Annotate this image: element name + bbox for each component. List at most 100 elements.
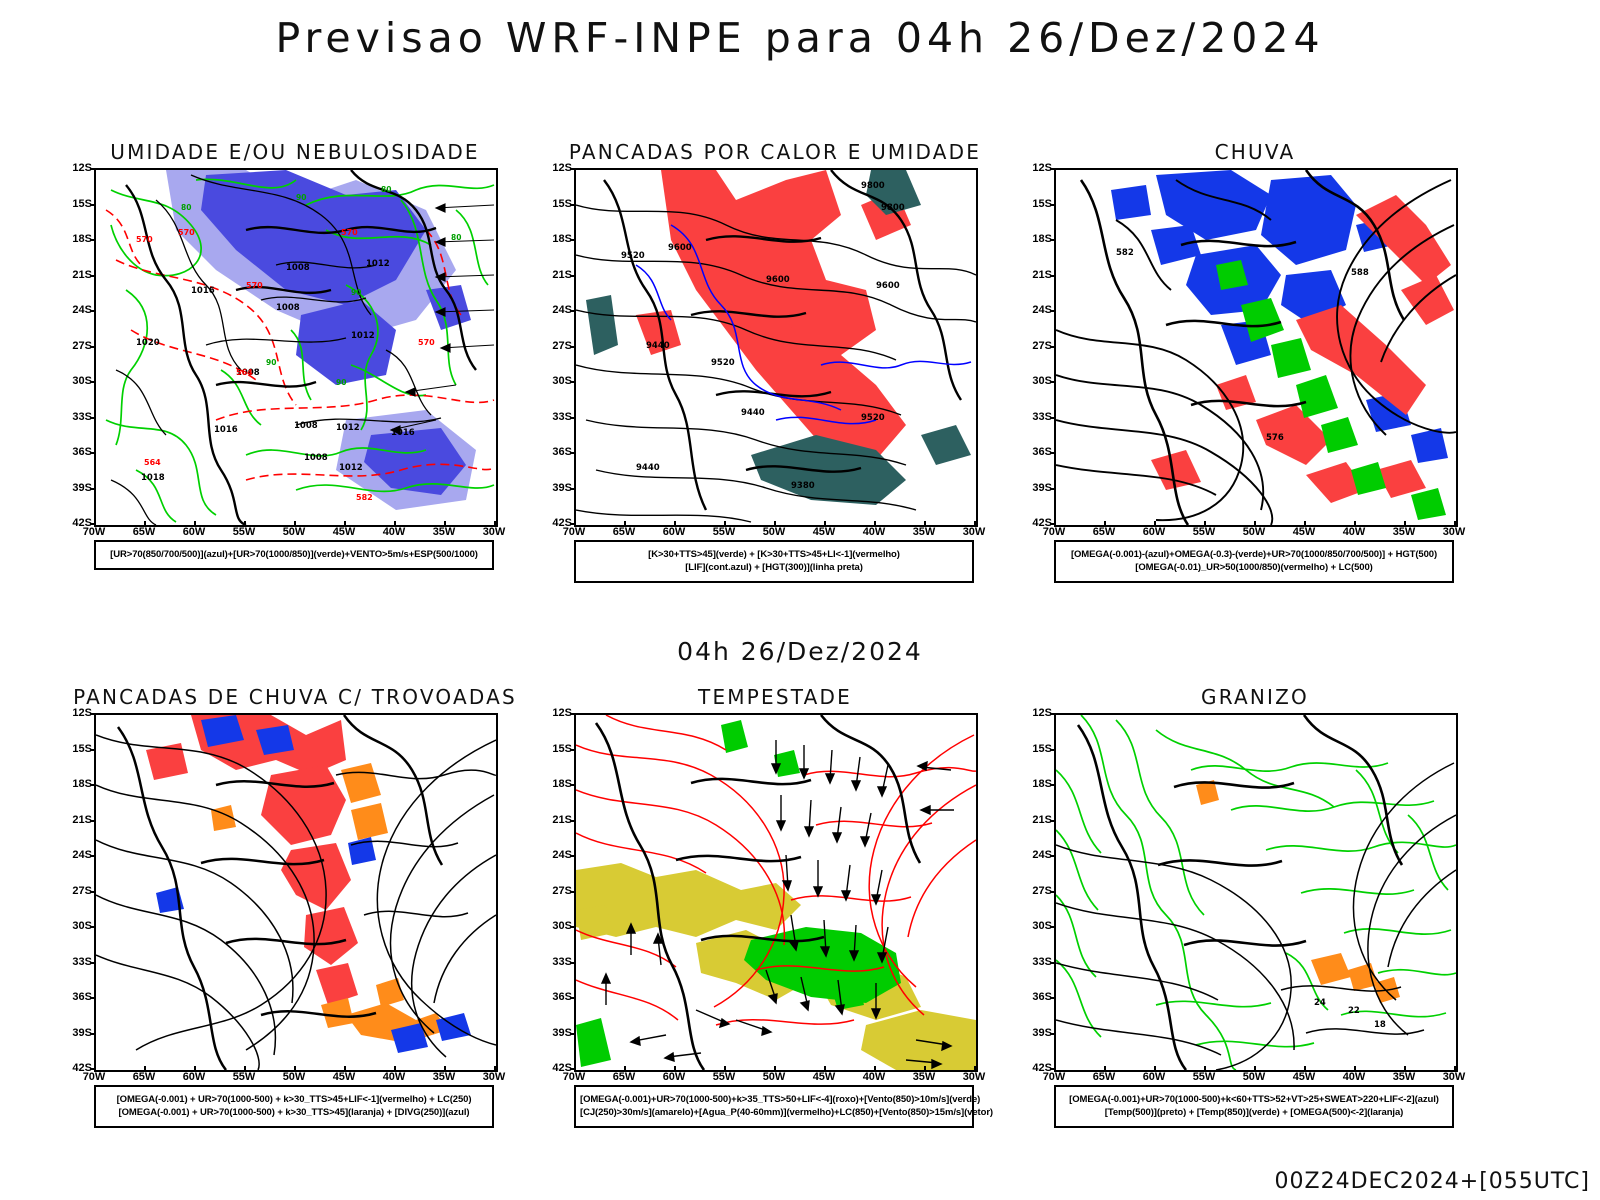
panel-title-pancadas-trovoadas: PANCADAS DE CHUVA C/ TROVOADAS [73,685,517,709]
lon-label: 65W [612,1071,636,1083]
lon-tick [724,521,726,526]
svg-text:1008: 1008 [236,368,260,378]
svg-text:9600: 9600 [876,281,900,291]
lat-tick [90,1068,95,1070]
lat-tick [90,748,95,751]
lat-tick [90,523,95,525]
panel-granizo: GRANIZO [1020,685,1490,1155]
lat-label: 24S [72,849,92,861]
svg-text:570: 570 [178,228,195,237]
lon-label: 60W [1142,1071,1166,1083]
svg-text:570: 570 [341,228,358,237]
svg-text:9800: 9800 [881,203,905,213]
lon-label: 55W [712,526,736,538]
svg-text:564: 564 [144,458,161,467]
lat-label: 24S [552,849,572,861]
mid-subtitle: 04h 26/Dez/2024 [677,637,923,666]
svg-text:9800: 9800 [861,181,885,191]
lat-label: 27S [1032,339,1052,352]
lat-label: 27S [552,339,572,352]
caption-pancadas-calor: [K>30+TTS>45](verde) + [K>30+TTS>45+LI<-… [574,540,974,583]
lat-tick [90,274,95,277]
lat-tick [1050,961,1055,964]
lon-label: 65W [132,526,156,538]
lon-label: 70W [82,526,106,538]
lat-tick [570,748,575,751]
lon-label: 65W [1092,526,1116,538]
lat-tick [90,961,95,964]
panel-title-tempestade: TEMPESTADE [698,685,852,709]
lat-label: 24S [1032,304,1052,316]
lat-label: 33S [552,955,572,968]
lat-tick [90,926,95,928]
lon-label: 55W [712,1071,736,1083]
lat-tick [570,239,575,241]
lon-tick [444,521,446,526]
lon-label: 60W [1142,526,1166,538]
lat-tick [90,1032,95,1035]
lat-label: 27S [552,884,572,897]
caption-tempestade: [OMEGA(-0.001)+UR>70(1000-500)+k>35_TTS>… [574,1085,993,1128]
lon-label: 40W [382,526,406,538]
lat-label: 18S [72,778,92,790]
lon-tick [1254,1066,1256,1071]
lat-tick [90,239,95,241]
map-pancadas-trovoadas[interactable] [94,713,498,1072]
lon-tick [1204,521,1206,526]
svg-text:1012: 1012 [366,259,390,269]
map-chuva[interactable]: 582 588 576 [1054,168,1458,527]
lat-label: 33S [1032,955,1052,968]
lat-tick [1050,239,1055,241]
svg-text:9520: 9520 [711,358,735,368]
lat-label: 33S [72,955,92,968]
lat-tick [570,416,575,419]
lat-tick [90,487,95,490]
lat-label: 36S [72,991,92,1003]
lon-tick [144,1066,146,1071]
svg-text:90: 90 [336,378,346,387]
lon-label: 50W [762,1071,786,1083]
svg-text:1012: 1012 [339,463,363,473]
lon-label: 65W [612,526,636,538]
lat-label: 33S [72,410,92,423]
lat-label: 36S [552,991,572,1003]
lon-label: 30W [482,526,506,538]
lat-label: 15S [1032,742,1052,755]
lat-label: 18S [1032,233,1052,245]
lat-label: 15S [552,197,572,210]
lat-label: 36S [1032,991,1052,1003]
svg-text:9440: 9440 [646,341,670,351]
lon-tick [574,1066,576,1071]
lon-tick [1254,521,1256,526]
map-tempestade[interactable] [574,713,978,1072]
lon-label: 60W [182,526,206,538]
svg-text:90: 90 [266,358,276,367]
lat-label: 27S [72,884,92,897]
lon-tick [1404,521,1406,526]
svg-text:1008: 1008 [294,421,318,431]
lat-tick [1050,274,1055,277]
lat-tick [90,784,95,786]
lon-tick [1304,1066,1306,1071]
lon-tick [294,1066,296,1071]
lat-tick [90,855,95,857]
lat-tick [90,713,95,715]
svg-text:582: 582 [1116,248,1134,258]
map-pancadas-calor[interactable]: 9520 9600 9600 9600 9440 9520 9440 9520 9440… [574,168,978,527]
lon-tick [1404,1066,1406,1071]
svg-text:1016: 1016 [391,428,415,438]
svg-text:1012: 1012 [336,423,360,433]
svg-text:9380: 9380 [791,481,815,491]
lat-tick [90,381,95,383]
lat-tick [90,168,95,170]
lon-label: 50W [282,526,306,538]
lon-tick [144,521,146,526]
panel-title-granizo: GRANIZO [1201,685,1309,709]
lat-tick [1050,1032,1055,1035]
map-umidade[interactable]: 1008 1008 1012 1012 1008 1008 1016 1020 1016… [94,168,498,527]
map-granizo[interactable]: 24 22 18 [1054,713,1458,1072]
lat-label: 33S [552,410,572,423]
lat-tick [570,168,575,170]
svg-text:1020: 1020 [136,338,160,348]
panel-chuva: CHUVA [1020,140,1490,610]
